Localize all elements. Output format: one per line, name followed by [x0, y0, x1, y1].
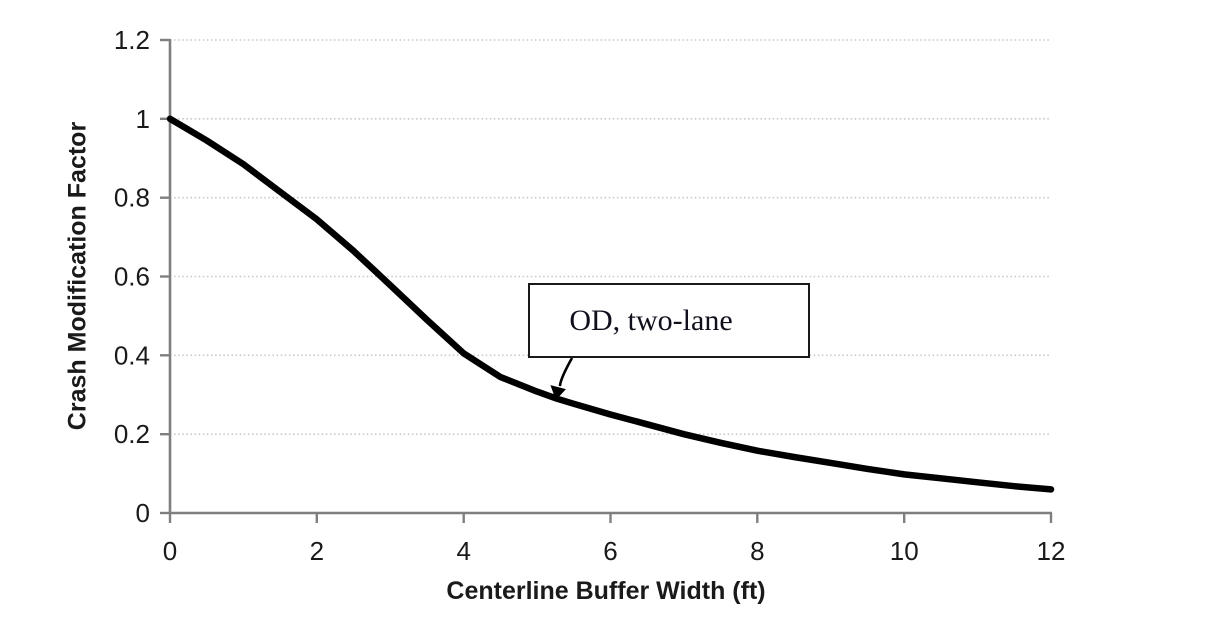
x-tick-label: 6: [603, 536, 617, 566]
y-axis-title: Crash Modification Factor: [63, 121, 92, 431]
y-tick-label: 0.4: [114, 340, 150, 370]
x-tick-label: 4: [456, 536, 470, 566]
x-tick-label: 12: [1037, 536, 1066, 566]
y-tick-label: 0.8: [114, 183, 150, 213]
y-tick-label: 1: [136, 104, 150, 134]
cmf-curve: [166, 115, 1055, 493]
annotation-label: OD, two-lane: [569, 303, 733, 337]
x-axis-title: Centerline Buffer Width (ft): [446, 577, 766, 605]
y-tick-label: 0: [136, 498, 150, 528]
y-tick-label: 0.6: [114, 262, 150, 292]
annotation-arrowhead: [550, 385, 566, 401]
y-tick-label: 0.2: [114, 419, 150, 449]
annotation-box: OD, two-lane: [528, 283, 810, 358]
x-tick-label: 8: [750, 536, 764, 566]
x-tick-label: 10: [890, 536, 919, 566]
x-tick-label: 2: [310, 536, 324, 566]
annotation-arrow-shaft: [558, 357, 574, 387]
x-tick-label: 0: [163, 536, 177, 566]
y-tick-label: 1.2: [114, 25, 150, 55]
